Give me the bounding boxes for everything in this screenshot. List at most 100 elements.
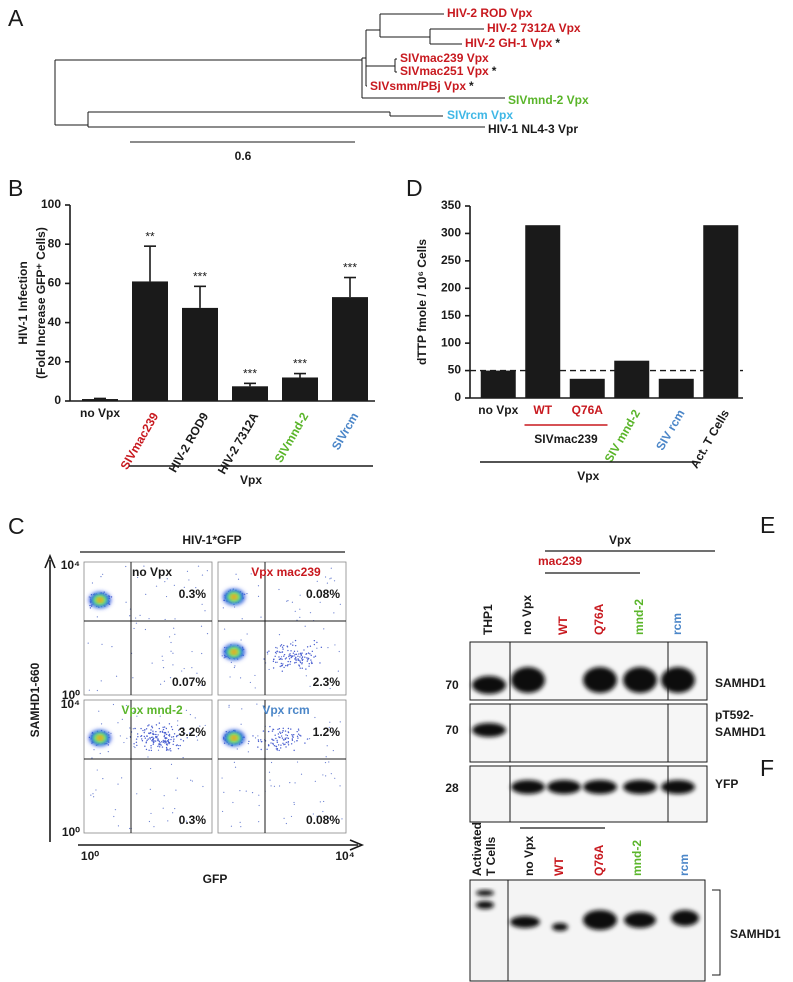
flow-dot <box>282 730 284 732</box>
flow-dot <box>157 749 160 751</box>
flow-dot <box>290 650 292 652</box>
flow-dot <box>162 667 165 669</box>
flow-dot <box>163 680 166 682</box>
flow-dot <box>172 736 175 738</box>
flow-dot <box>174 633 176 635</box>
y-axis-label: (Fold Increase GFP⁺ Cells) <box>34 227 48 379</box>
x-tick-label: SIV rcm <box>653 407 687 453</box>
flow-dot <box>201 684 203 686</box>
flow-dot <box>279 645 282 647</box>
flow-dot <box>324 761 327 764</box>
flow-dot <box>294 782 296 784</box>
flow-dot <box>293 741 296 743</box>
flow-dot <box>291 739 294 741</box>
bracket <box>712 889 721 976</box>
flow-dot <box>278 785 281 787</box>
flow-dot <box>278 715 280 717</box>
flow-dot <box>278 727 281 730</box>
flow-dot <box>237 578 240 580</box>
flow-dot <box>201 603 203 605</box>
flow-dot <box>240 639 242 641</box>
lane-label: Q76A <box>592 603 606 635</box>
flow-dot <box>258 794 260 796</box>
flow-density <box>232 736 236 740</box>
flow-dot <box>166 740 169 742</box>
flow-dot <box>150 749 153 752</box>
flow-dot <box>310 654 312 657</box>
flow-dot <box>150 745 152 747</box>
blot-band <box>661 780 695 794</box>
flow-dot <box>262 730 265 732</box>
flow-dot <box>280 662 283 665</box>
flow-dot <box>293 801 295 804</box>
flow-dot <box>92 793 94 795</box>
flow-dot <box>287 660 289 663</box>
flow-dot <box>278 749 280 752</box>
flow-dot <box>174 618 176 620</box>
flow-dot <box>136 715 138 717</box>
flow-dot <box>247 751 249 753</box>
flow-dot <box>168 742 170 745</box>
mw-marker: 28 <box>445 781 459 795</box>
flow-dot <box>151 736 154 738</box>
x-tick-label: SIVmnd-2 <box>272 410 312 465</box>
flow-dot <box>270 742 272 744</box>
flow-dot <box>341 818 343 820</box>
bar <box>82 399 118 401</box>
panel-letter: A <box>8 5 24 31</box>
flow-dot <box>164 737 166 739</box>
flow-dot <box>279 658 281 660</box>
flow-dot <box>299 608 301 610</box>
flow-dot <box>117 722 119 724</box>
y-tick-label: 80 <box>48 236 62 250</box>
flow-dot <box>311 662 313 664</box>
flow-dot <box>117 783 119 785</box>
flow-dot <box>177 747 180 750</box>
flow-dot <box>333 612 335 614</box>
flow-dot <box>271 730 274 732</box>
flow-dot <box>182 740 185 742</box>
flow-dot <box>172 652 174 654</box>
flow-dot <box>276 661 278 663</box>
flow-dot <box>169 748 171 750</box>
blot-band <box>624 912 656 928</box>
flow-dot <box>260 616 262 618</box>
flow-dot <box>309 645 312 647</box>
flow-dot <box>329 578 331 580</box>
flow-frame <box>83 561 213 696</box>
flow-dot <box>186 570 189 572</box>
flow-dot <box>129 827 131 830</box>
flow-dot <box>256 703 258 705</box>
flow-dot <box>149 737 151 739</box>
tree-branches <box>54 13 505 128</box>
flow-dot <box>290 743 293 745</box>
flow-dot <box>290 656 292 659</box>
flow-dot <box>288 658 291 660</box>
row-label: pT592- <box>715 708 754 722</box>
flow-dot <box>280 656 283 658</box>
flow-dot <box>289 663 291 665</box>
flow-dot <box>280 644 283 646</box>
bar <box>480 370 516 398</box>
flow-dot <box>163 795 165 797</box>
flow-dot <box>170 738 172 741</box>
flow-dot <box>291 738 294 740</box>
flow-dot <box>189 713 192 716</box>
flow-dot <box>166 748 168 750</box>
flow-dot <box>297 737 299 739</box>
flow-dot <box>89 607 92 609</box>
flow-dot <box>152 733 155 736</box>
flow-dot <box>188 579 190 581</box>
flow-dot <box>276 647 278 649</box>
blot-subgroup: mac239 <box>538 554 582 568</box>
flow-dot <box>172 664 174 666</box>
flow-dot <box>234 665 236 667</box>
flow-dot <box>167 731 170 733</box>
flow-dot <box>173 627 175 629</box>
flow-dot <box>325 756 327 758</box>
flow-dot <box>158 722 161 724</box>
flow-dot <box>287 649 289 652</box>
flow-dot <box>287 727 290 730</box>
flow-dot <box>304 656 306 658</box>
flow-dot <box>302 658 304 661</box>
